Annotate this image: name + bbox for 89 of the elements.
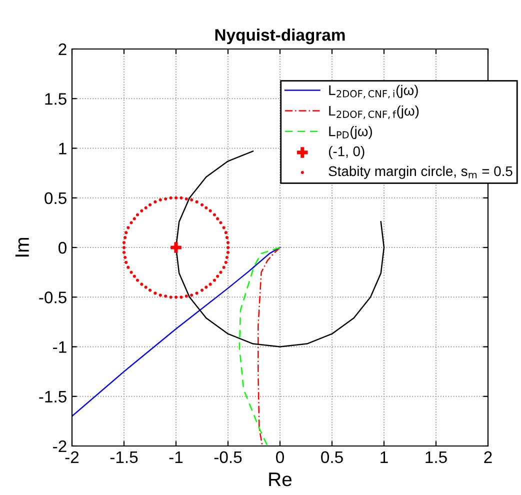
x-tick-label: 1 [380,451,388,463]
point [225,256,229,259]
x-tick-label: 0 [276,451,284,464]
y-tick-label: 2 [58,43,66,56]
chart-title: Nyquist-diagram [215,28,345,44]
legend-label: (-1, 0) [328,146,364,159]
line-series [72,246,281,417]
point [122,250,126,254]
line-series [258,246,281,446]
point [195,292,198,295]
point [154,292,157,295]
x-tick-label: 0.5 [321,451,343,464]
legend-label: L$_{PD}$(jω) [329,126,372,139]
x-tick-label: 2 [484,451,492,463]
point [184,294,188,298]
point [132,274,136,278]
point [222,226,226,230]
y-tick-label: -0.5 [39,292,66,304]
point [174,196,178,200]
legend-label: L$_{2DOF,CNF,i}$(jω) [329,84,418,98]
point [154,200,157,204]
point [123,256,127,259]
y-tick-label: 1 [59,142,66,154]
point [212,278,216,282]
point [200,288,204,292]
point [225,236,229,240]
point [144,286,148,289]
point [212,213,216,216]
point [190,294,194,297]
point [158,198,162,202]
point [219,221,222,224]
x-tick-label: -1 [169,451,183,463]
x-axis-title: Re [269,472,292,486]
y-tick-label: 1.5 [45,93,66,105]
x-tick-label: 1.5 [426,451,447,464]
point [169,296,172,299]
point [124,260,128,264]
point [222,266,226,269]
point [216,217,220,220]
point [226,250,230,254]
point [148,288,152,292]
point [190,198,194,202]
point [216,274,220,278]
point [124,231,128,234]
point [130,270,133,274]
point [226,246,230,250]
point [132,217,136,220]
point [204,206,208,210]
x-tick-label: -1.5 [110,451,138,464]
point [140,282,144,286]
point [184,197,188,200]
point [148,203,152,206]
point [170,242,182,253]
point [200,203,204,206]
point [164,197,168,200]
y-tick-label: -1.5 [39,390,66,403]
legend-label: Stabity margin circle, s$_{m}$ = 0.5 [328,166,512,179]
point [180,196,183,200]
point [130,221,133,224]
point [158,294,162,297]
point [224,260,228,264]
y-tick-label: 0 [58,242,66,254]
point [195,200,198,204]
line-series [238,246,281,446]
point [136,278,140,282]
point [122,240,126,244]
y-tick-label: 0.5 [44,192,66,204]
point [208,282,212,286]
point [169,196,172,200]
point [126,266,130,269]
point [219,270,222,274]
y-tick-label: -2 [53,440,66,452]
x-tick-label: -0.5 [214,451,242,464]
point [122,246,126,250]
point [136,213,140,216]
point [174,296,178,299]
point [144,206,148,210]
point [226,240,230,244]
point [208,209,212,212]
point [123,236,127,240]
y-tick-label: -1 [53,341,66,353]
point [126,226,130,230]
point [180,296,183,299]
y-axis-title: Im [15,238,29,257]
legend-label: L$_{2DOF,CNF,f}$(jω) [329,105,419,119]
point [224,231,228,234]
point [140,209,144,212]
point [164,294,168,298]
point [204,286,208,289]
